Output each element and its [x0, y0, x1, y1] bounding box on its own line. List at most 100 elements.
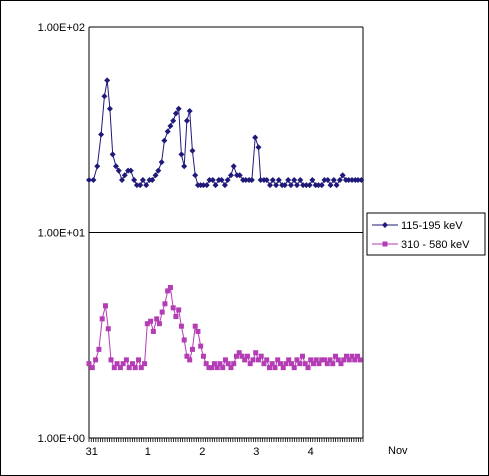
data-point — [341, 357, 347, 363]
legend: 115-195 keV 310 - 580 keV — [366, 212, 486, 256]
data-point — [242, 357, 248, 363]
data-point — [227, 172, 234, 179]
data-point — [280, 365, 286, 371]
data-point — [269, 361, 275, 367]
data-point — [94, 163, 101, 170]
data-point — [231, 361, 237, 367]
data-point — [126, 365, 132, 371]
data-point — [310, 361, 316, 367]
data-point — [255, 144, 262, 151]
data-point — [132, 365, 138, 371]
data-point — [224, 177, 231, 184]
series-1 — [86, 284, 363, 371]
data-point — [187, 357, 193, 363]
data-point — [217, 361, 223, 367]
x-tick-labels: 31 1 2 3 4 — [86, 446, 314, 458]
data-point — [355, 177, 362, 184]
data-point — [335, 357, 341, 363]
data-point — [106, 105, 113, 112]
data-point — [220, 365, 226, 371]
data-point — [333, 182, 340, 189]
series-line-1 — [88, 286, 361, 369]
legend-box — [366, 212, 486, 256]
y-tick-labels: 1.00E+00 1.00E+01 1.00E+02 — [38, 22, 85, 445]
data-point — [272, 365, 278, 371]
data-point — [111, 365, 117, 371]
data-point — [170, 117, 177, 124]
data-point — [203, 361, 209, 367]
data-point — [178, 323, 184, 329]
data-point — [348, 177, 355, 184]
x-tick-label-2: 2 — [199, 446, 205, 458]
data-point — [230, 163, 237, 170]
data-point — [250, 357, 256, 363]
data-point — [252, 134, 259, 141]
data-point — [228, 365, 234, 371]
data-point — [173, 314, 179, 320]
data-point — [189, 346, 195, 352]
x-tick-label-4: 4 — [308, 446, 314, 458]
data-point — [181, 337, 187, 343]
data-point — [172, 110, 179, 117]
data-point — [120, 361, 126, 367]
data-point — [321, 177, 328, 184]
data-point — [181, 163, 188, 170]
data-point — [275, 357, 281, 363]
data-point — [159, 309, 165, 315]
data-point — [343, 353, 349, 359]
data-point — [291, 365, 297, 371]
data-point — [109, 151, 116, 158]
data-point — [186, 108, 193, 115]
y-tick-label-2: 1.00E+02 — [38, 22, 85, 34]
data-point — [346, 357, 352, 363]
data-point — [236, 172, 243, 179]
data-point — [297, 361, 303, 367]
data-point — [321, 357, 327, 363]
data-point — [338, 361, 344, 367]
data-point — [178, 151, 185, 158]
data-point — [161, 137, 168, 144]
data-point — [209, 177, 216, 184]
data-point — [349, 353, 355, 359]
data-point — [89, 365, 95, 371]
data-point — [244, 353, 250, 359]
data-point — [93, 357, 99, 363]
data-point — [324, 361, 330, 367]
data-point — [214, 365, 220, 371]
data-point — [154, 316, 160, 322]
data-point — [269, 177, 276, 184]
data-point — [291, 177, 298, 184]
data-point — [108, 357, 114, 363]
data-point — [324, 177, 331, 184]
data-point — [133, 182, 140, 189]
data-point — [352, 357, 358, 363]
data-point — [297, 177, 304, 184]
legend-item-0: 115-195 keV — [372, 220, 463, 232]
data-point — [309, 177, 316, 184]
data-point — [218, 177, 225, 184]
data-point — [183, 117, 190, 124]
data-point — [155, 167, 162, 174]
axes — [88, 27, 364, 442]
data-point — [184, 353, 190, 359]
x-tick-label-1: 1 — [145, 446, 151, 458]
data-point — [195, 328, 201, 334]
data-point — [150, 328, 156, 334]
data-point — [192, 323, 198, 329]
data-point — [86, 177, 92, 184]
data-point — [236, 350, 242, 356]
data-point — [149, 177, 156, 184]
data-point — [330, 177, 337, 184]
data-point — [211, 361, 217, 367]
data-point — [136, 357, 142, 363]
x-tick-label-0: 31 — [86, 446, 98, 458]
data-point — [96, 346, 102, 352]
data-point — [327, 357, 333, 363]
data-point — [253, 350, 259, 356]
data-point — [330, 361, 336, 367]
data-point — [294, 357, 300, 363]
data-point — [293, 182, 300, 189]
data-point — [127, 167, 134, 174]
data-point — [148, 318, 154, 324]
data-point — [156, 321, 162, 327]
